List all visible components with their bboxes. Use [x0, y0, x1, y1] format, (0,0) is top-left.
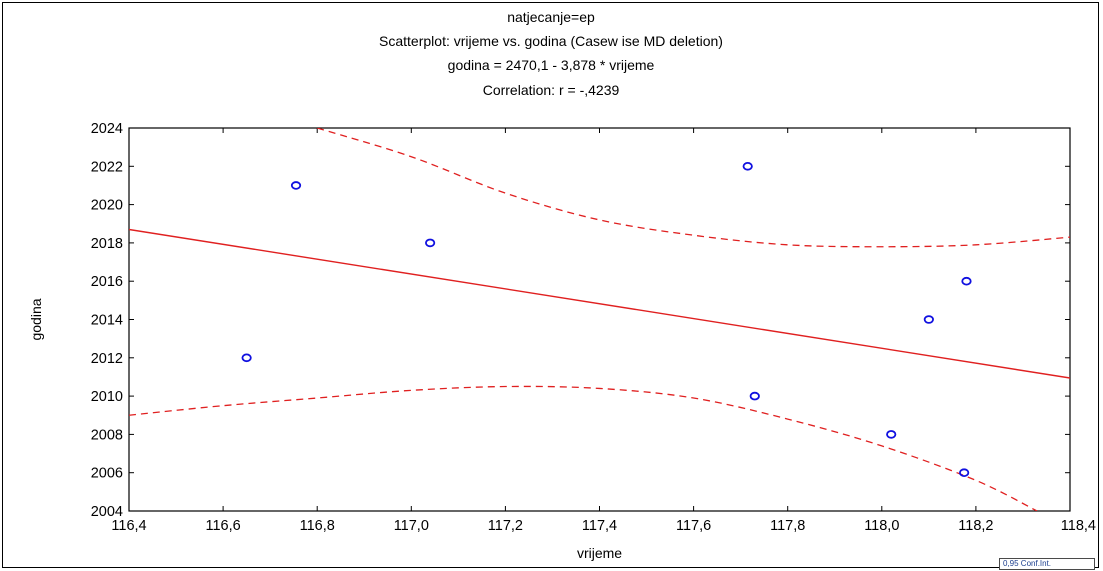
y-tick-label: 2020 — [91, 198, 123, 214]
data-point — [425, 238, 436, 248]
x-tick-label: 118,2 — [958, 518, 993, 534]
x-tick-label: 117,0 — [394, 518, 429, 534]
x-tick-label: 116,8 — [300, 518, 335, 534]
y-tick-label: 2024 — [91, 121, 123, 137]
data-point — [749, 391, 760, 401]
legend-box: 0,95 Conf.Int. — [999, 558, 1095, 570]
regression-line — [129, 228, 1070, 379]
data-point — [959, 468, 970, 478]
data-point — [742, 162, 753, 171]
chart-title-line: natjecanje=ep — [507, 9, 595, 25]
chart-title-line: Scatterplot: vrijeme vs. godina (Casew i… — [379, 33, 723, 49]
data-point — [290, 181, 302, 190]
data-point — [241, 353, 252, 363]
y-tick-label: 2014 — [91, 313, 123, 329]
y-tick-label: 2004 — [91, 504, 123, 520]
x-axis-label: vrijeme — [577, 545, 622, 561]
x-tick-label: 118,4 — [1061, 518, 1096, 534]
data-point — [961, 276, 972, 286]
chart-title-line: Correlation: r = -,4239 — [483, 82, 620, 98]
y-tick-label: 2016 — [91, 274, 123, 290]
legend-label: 0,95 Conf.Int. — [1003, 559, 1052, 568]
x-tick-label: 118,0 — [864, 518, 899, 534]
y-axis-label: godina — [28, 298, 44, 340]
x-tick-label: 117,2 — [488, 518, 523, 534]
confidence-band-lower — [129, 385, 1038, 511]
data-point — [923, 315, 934, 324]
scatter-chart: natjecanje=ep Scatterplot: vrijeme vs. go… — [28, 9, 1096, 561]
y-tick-label: 2018 — [91, 236, 123, 252]
y-tick-label: 2006 — [91, 466, 123, 482]
x-tick-label: 116,4 — [111, 518, 146, 534]
x-tick-label: 117,4 — [582, 518, 617, 534]
y-tick-label: 2012 — [91, 351, 123, 367]
y-tick-label: 2008 — [91, 427, 123, 443]
data-point — [886, 430, 897, 439]
confidence-band-upper — [317, 128, 1070, 248]
x-tick-label: 117,8 — [770, 518, 805, 534]
x-tick-label: 117,6 — [676, 518, 711, 534]
plot-area — [128, 127, 1071, 512]
y-tick-label: 2022 — [91, 159, 123, 175]
x-tick-label: 116,6 — [205, 518, 240, 534]
chart-title-line: godina = 2470,1 - 3,878 * vrijeme — [448, 57, 655, 73]
y-tick-label: 2010 — [91, 389, 123, 405]
